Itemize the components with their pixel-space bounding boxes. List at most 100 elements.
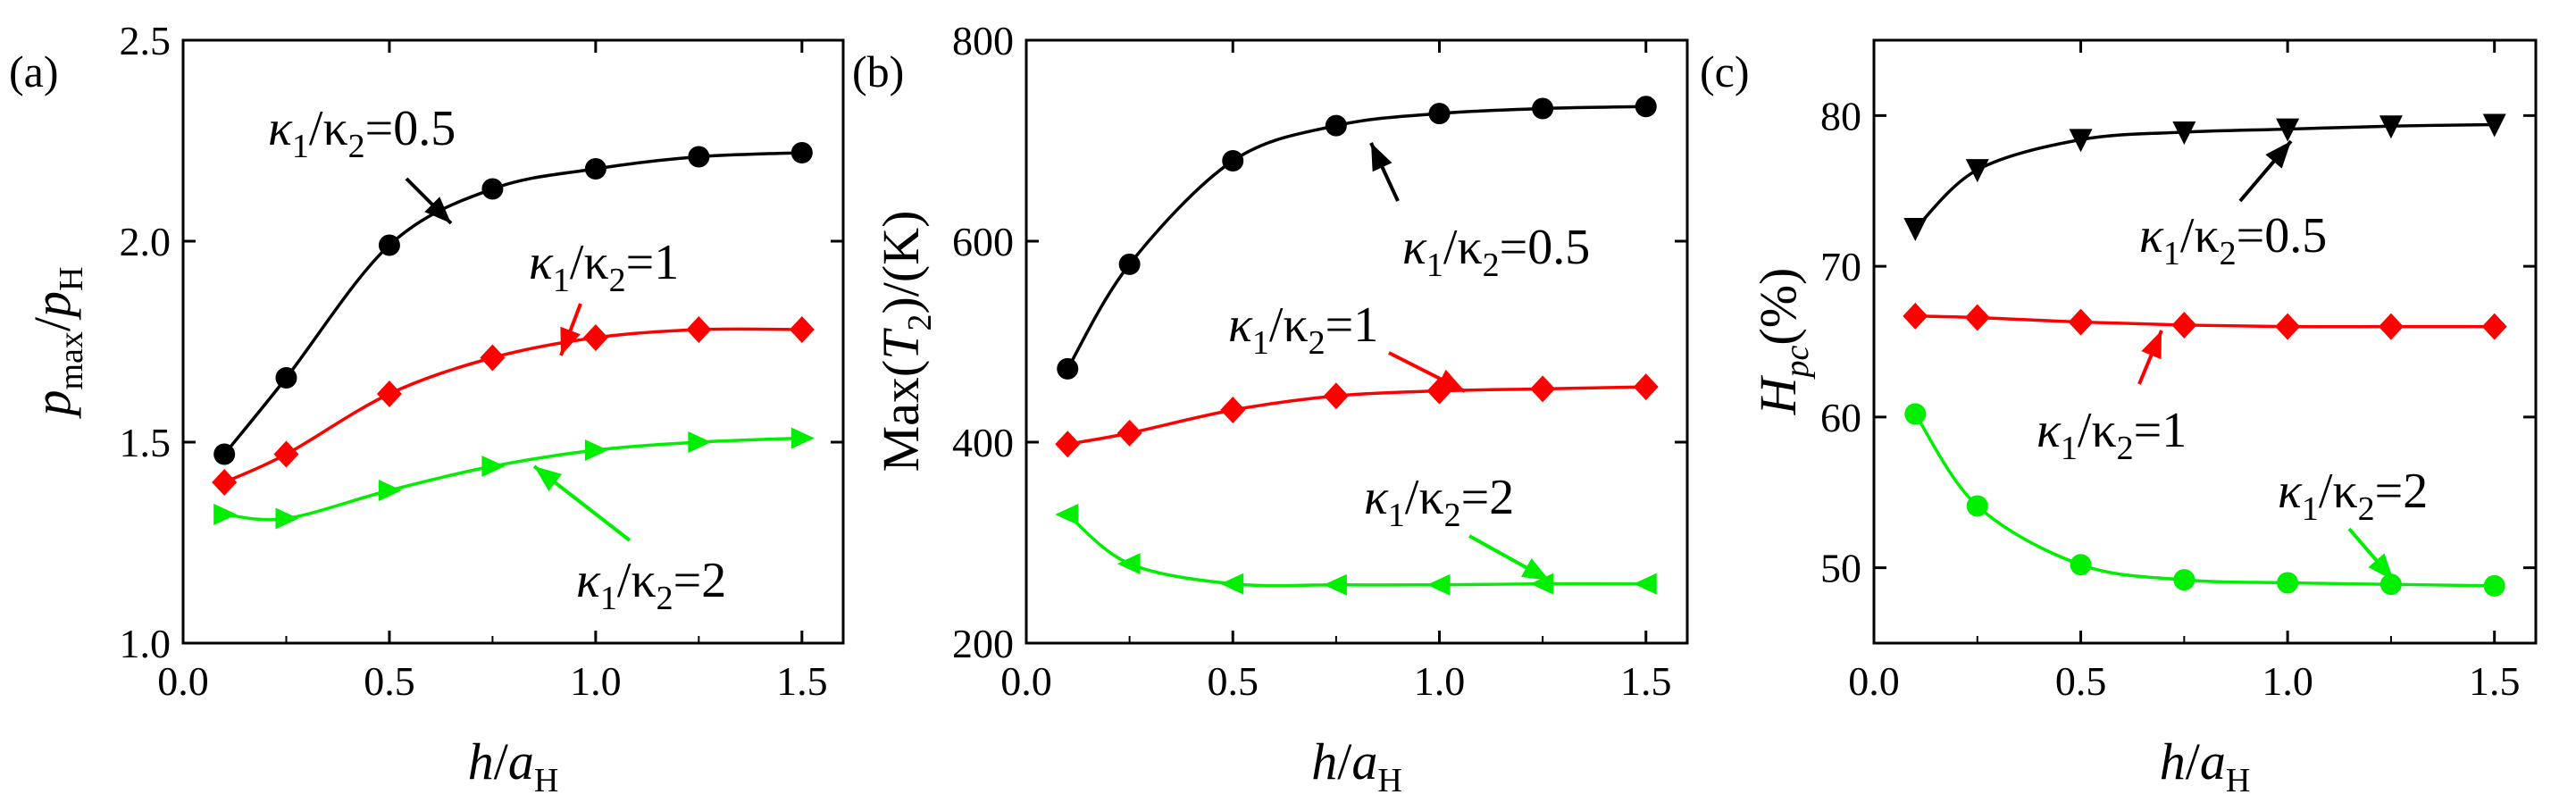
data-point xyxy=(1117,419,1142,447)
data-point xyxy=(2483,574,2505,597)
label-part: =2 xyxy=(673,553,727,608)
label-part: 2 xyxy=(348,128,365,165)
series-1 xyxy=(1055,373,1659,458)
x-tick-label: 1.0 xyxy=(1414,658,1466,704)
data-point xyxy=(1903,217,1928,241)
series-line xyxy=(223,327,802,484)
data-point xyxy=(2069,129,2093,153)
label-part: 2 xyxy=(2117,430,2134,467)
x-axis-label: h/aH xyxy=(1311,732,1402,799)
label-part: =0.5 xyxy=(2237,208,2328,263)
label-part: /κ xyxy=(2078,403,2117,458)
label-part: /κ xyxy=(1443,220,1483,275)
panel-b: 0.0 0.5 1.0 1.5 200 400 600 800 (b) xyxy=(852,18,1689,704)
annotation-k1-c: κ1/κκ2=1 xyxy=(2037,403,2187,467)
data-point xyxy=(213,443,236,465)
data-point xyxy=(213,504,238,525)
x-tick-label: 0.0 xyxy=(157,658,209,704)
data-point xyxy=(688,146,710,168)
annotation-k1-a: κ1/κκ2=1 xyxy=(529,235,679,299)
y-axis-label-c: Hpc(%) xyxy=(1749,268,1816,416)
y-tick-label: 600 xyxy=(952,219,1014,264)
x-tick-label: 0.5 xyxy=(1208,658,1259,704)
label-part: κ xyxy=(1228,297,1253,353)
label-part: (%) xyxy=(1749,268,1807,346)
label-part: 1 xyxy=(1426,247,1443,284)
series-0 xyxy=(1903,113,2506,241)
x-tick-label: 1.0 xyxy=(2262,658,2313,704)
annotation-k2-c: κ1/κκ2=2 xyxy=(2278,464,2428,528)
y-tick-label: 50 xyxy=(1820,546,1861,591)
label-part: 1 xyxy=(292,128,309,165)
data-point xyxy=(212,469,238,496)
data-point xyxy=(582,324,608,351)
label-part: κ xyxy=(1402,220,1427,275)
label-part: =1 xyxy=(626,235,680,290)
x-tick-label: 1.5 xyxy=(1620,658,1672,704)
label-part: / xyxy=(23,316,81,331)
arrow-k2-c-head xyxy=(2368,553,2394,581)
data-point xyxy=(2070,554,2092,576)
data-point xyxy=(273,440,299,468)
label-part: /κ xyxy=(617,553,657,608)
label-part: pc xyxy=(1778,345,1816,380)
panel-a: 0.0 0.5 1.0 1.5 1.0 1.5 2.0 2.5 (a) xyxy=(9,18,845,704)
series-2 xyxy=(1904,403,2505,597)
panel-label: (c) xyxy=(1700,46,1750,96)
label-part: 1 xyxy=(1252,324,1269,362)
arrow-k05-c-head xyxy=(2265,141,2291,169)
label-part: H xyxy=(534,762,558,799)
x-tick-label: 0.0 xyxy=(1848,658,1900,704)
x-tick-label: 0.5 xyxy=(2055,658,2107,704)
label-part: a xyxy=(508,732,534,790)
data-point xyxy=(1532,97,1554,120)
plot-frame xyxy=(1025,38,1689,645)
data-point xyxy=(1117,553,1141,575)
data-point xyxy=(1903,302,1928,330)
data-point xyxy=(789,316,815,343)
label-part: H xyxy=(53,266,90,290)
series-0 xyxy=(1057,96,1657,380)
plot-frame xyxy=(1872,38,2538,645)
label-part: T xyxy=(872,328,930,360)
label-part: 1 xyxy=(2302,490,2319,528)
y-tick-label: 2.5 xyxy=(120,18,171,63)
data-point xyxy=(1055,504,1079,525)
data-point xyxy=(481,178,504,200)
data-point xyxy=(2173,569,2195,591)
arrow-k2-a-head xyxy=(534,466,563,491)
y-tick-label: 800 xyxy=(952,18,1014,63)
panel-label: (a) xyxy=(9,46,59,96)
label-part: h xyxy=(2160,732,2186,790)
label-part: /κ xyxy=(570,235,609,290)
y-axis-label-b: Max(T2)/(K) xyxy=(872,211,939,473)
data-point xyxy=(2068,308,2094,336)
data-point xyxy=(2277,572,2299,594)
series-1 xyxy=(1903,302,2507,340)
data-point xyxy=(1966,495,1988,517)
label-part: κ xyxy=(268,101,293,156)
x-tick-label: 0.0 xyxy=(1000,658,1052,704)
data-point xyxy=(686,316,712,343)
label-part: a xyxy=(2200,732,2226,790)
label-part: H xyxy=(1749,374,1807,415)
data-point xyxy=(1323,382,1349,410)
panel-label: (b) xyxy=(852,46,904,96)
label-part: κ xyxy=(2139,208,2164,263)
data-point xyxy=(378,234,400,256)
label-part: / xyxy=(1337,732,1352,790)
label-part: 2 xyxy=(609,262,626,299)
label-part: 2 xyxy=(657,580,673,617)
data-point xyxy=(1222,150,1244,171)
x-tick-label: 1.0 xyxy=(570,658,622,704)
x-tick-label: 0.5 xyxy=(364,658,415,704)
data-point xyxy=(1635,96,1657,118)
y-tick-label: 200 xyxy=(952,621,1014,666)
label-part: 2 xyxy=(2358,490,2375,528)
data-point xyxy=(1220,397,1246,423)
data-point xyxy=(2171,311,2197,339)
label-part: / xyxy=(494,732,509,790)
label-part: /κ xyxy=(2319,464,2358,519)
label-part: 1 xyxy=(600,580,617,617)
plot-frame xyxy=(181,38,845,645)
